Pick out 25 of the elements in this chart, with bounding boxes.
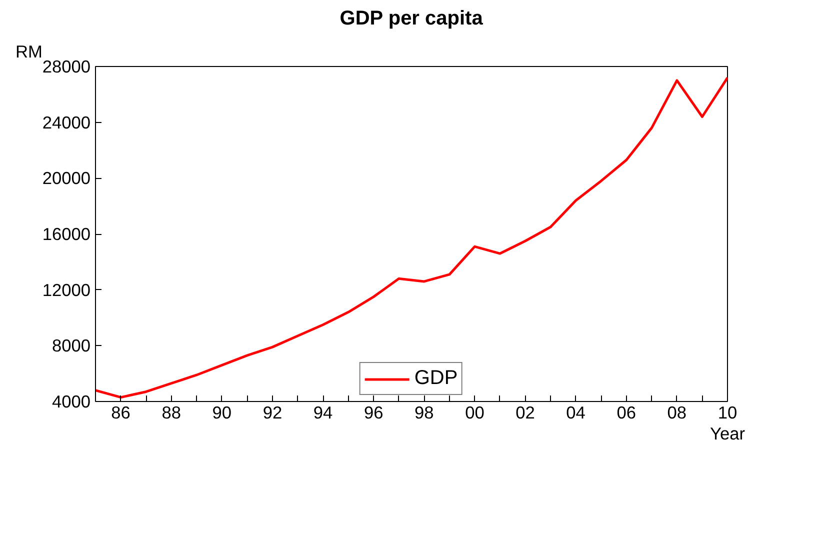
x-tick-label: 96 xyxy=(364,402,384,422)
y-tick-label: 24000 xyxy=(42,112,90,132)
x-tick-label: 06 xyxy=(616,402,636,422)
y-tick-label: 8000 xyxy=(52,336,91,356)
x-tick-label: 94 xyxy=(313,402,334,422)
x-axis-title: Year xyxy=(710,424,746,444)
x-tick-label: 00 xyxy=(465,402,484,422)
x-tick-label: 08 xyxy=(667,402,687,422)
x-tick-label: 02 xyxy=(516,402,535,422)
y-tick-label: 16000 xyxy=(42,224,90,244)
x-tick-label: 98 xyxy=(414,402,434,422)
legend-label: GDP xyxy=(414,367,458,390)
x-tick-label: 04 xyxy=(566,402,586,422)
y-tick-label: 4000 xyxy=(52,392,91,412)
x-tick-label: 10 xyxy=(718,402,738,422)
y-tick-label: 12000 xyxy=(42,280,90,300)
line-series xyxy=(96,76,728,399)
y-axis-title: RM xyxy=(16,42,42,62)
chart-title: GDP per capita xyxy=(340,8,484,30)
x-tick-label: 86 xyxy=(111,402,130,422)
x-tick-label: 88 xyxy=(162,402,181,422)
y-tick-label: 20000 xyxy=(42,168,90,188)
x-tick-label: 90 xyxy=(212,402,232,422)
x-tick-label: 92 xyxy=(262,402,282,422)
y-tick-label: 28000 xyxy=(42,56,90,76)
